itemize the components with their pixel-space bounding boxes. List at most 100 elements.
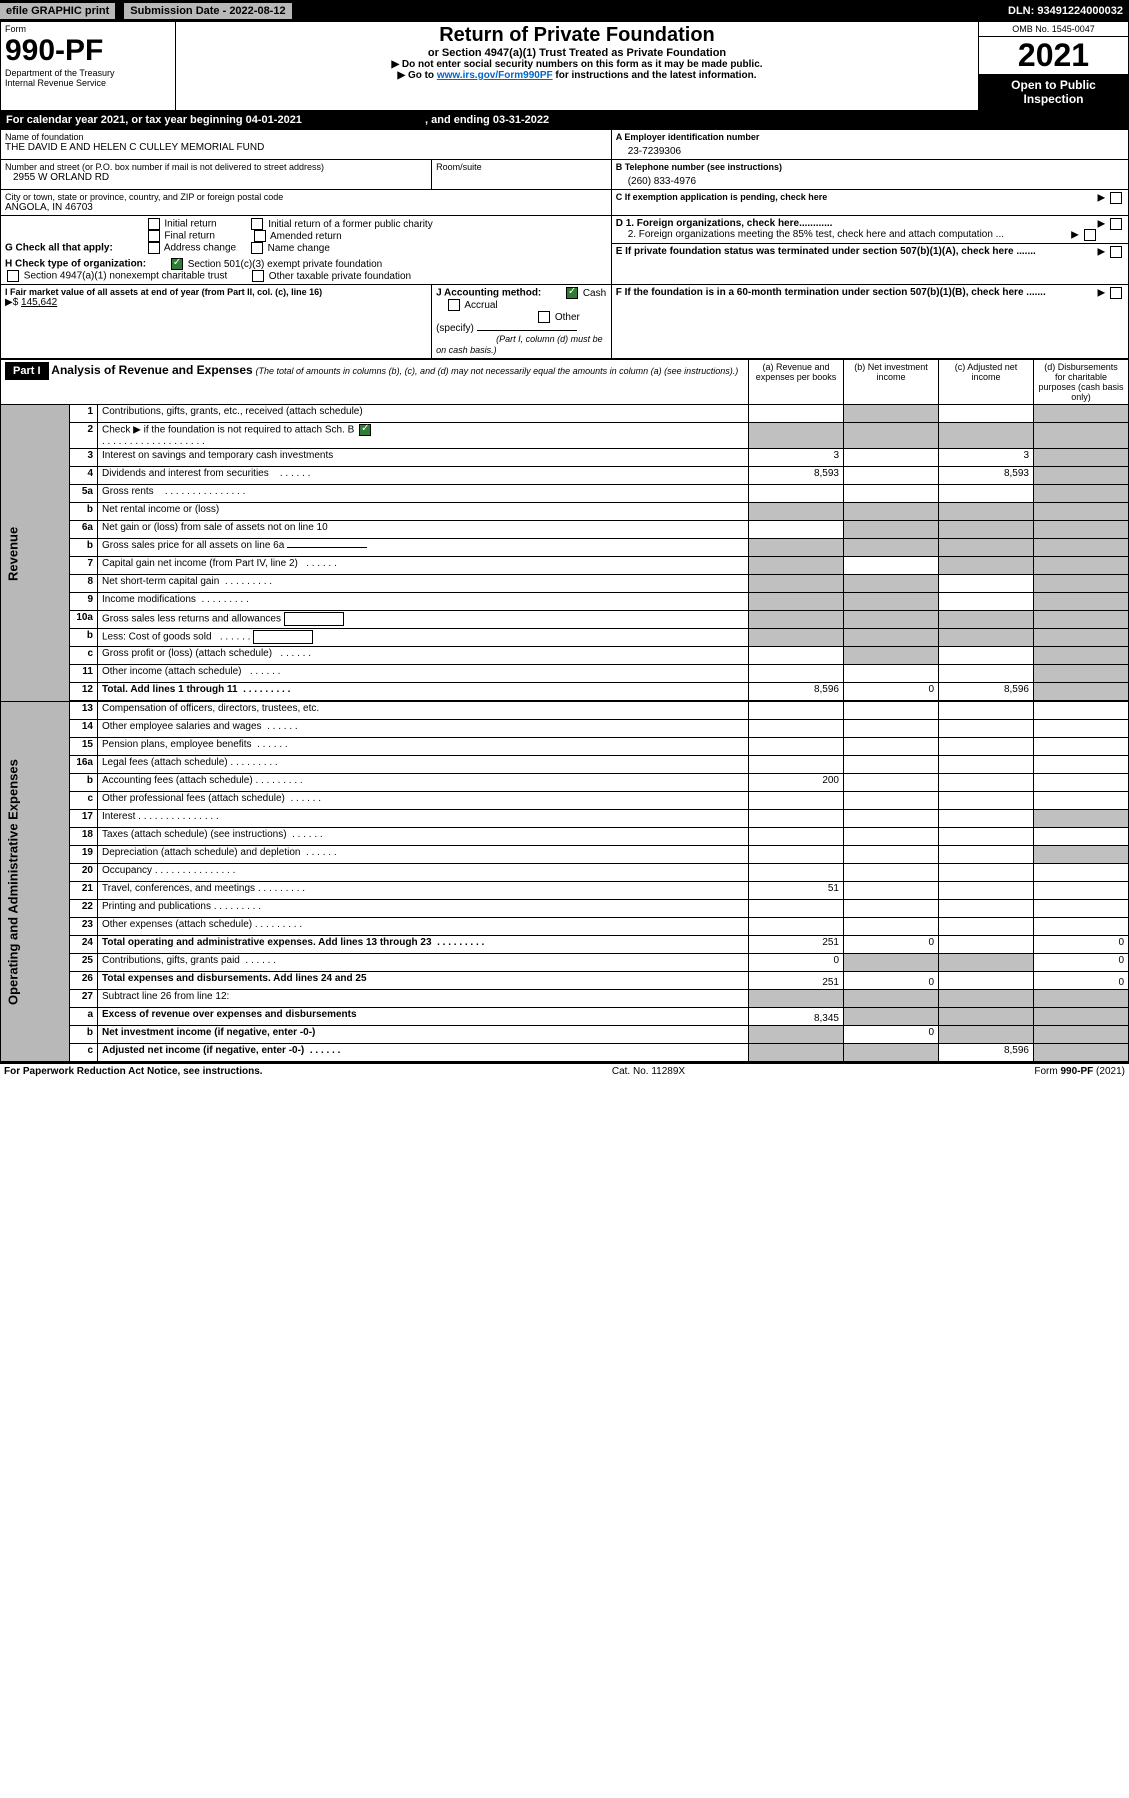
subtitle: or Section 4947(a)(1) Trust Treated as P…: [180, 47, 974, 59]
i-label: I Fair market value of all assets at end…: [5, 287, 427, 297]
d1-checkbox[interactable]: [1110, 218, 1122, 230]
line-6a: Net gain or (loss) from sale of assets n…: [98, 521, 749, 539]
efile-badge[interactable]: efile GRAPHIC print: [0, 3, 115, 19]
line-10c: Gross profit or (loss) (attach schedule)…: [98, 647, 749, 665]
col-c-hdr: (c) Adjusted net income: [939, 360, 1034, 405]
g-former-checkbox[interactable]: [251, 218, 263, 230]
line-3: Interest on savings and temporary cash i…: [98, 449, 749, 467]
calendar-year-row: For calendar year 2021, or tax year begi…: [0, 111, 1129, 129]
g-final-checkbox[interactable]: [148, 230, 160, 242]
line-27b: Net investment income (if negative, ente…: [98, 1026, 749, 1044]
l3-a: 3: [749, 449, 844, 467]
g-amended-checkbox[interactable]: [254, 230, 266, 242]
line-23: Other expenses (attach schedule) . . . .…: [98, 918, 749, 936]
l26-d: 0: [1034, 972, 1129, 990]
line-12: Total. Add lines 1 through 11 . . . . . …: [98, 683, 749, 701]
line-27c: Adjusted net income (if negative, enter …: [98, 1044, 749, 1062]
line-22: Printing and publications . . . . . . . …: [98, 900, 749, 918]
j-cash-checkbox[interactable]: [566, 287, 578, 299]
l4-a: 8,593: [749, 467, 844, 485]
instructions-link[interactable]: www.irs.gov/Form990PF: [437, 70, 553, 81]
form-word: Form: [5, 24, 171, 34]
line-16b: Accounting fees (attach schedule) . . . …: [98, 774, 749, 792]
line-13: Compensation of officers, directors, tru…: [98, 702, 749, 720]
l27b-b: 0: [844, 1026, 939, 1044]
j-note: (Part I, column (d) must be on cash basi…: [436, 334, 603, 355]
phone-label: B Telephone number (see instructions): [616, 162, 1124, 172]
part1-label: Part I: [5, 362, 49, 380]
line-5a: Gross rents . . . . . . . . . . . . . . …: [98, 485, 749, 503]
e-checkbox[interactable]: [1110, 246, 1122, 258]
name-label: Name of foundation: [5, 132, 607, 142]
dept-label: Department of the Treasury: [5, 68, 171, 78]
l12-b: 0: [844, 683, 939, 701]
part1-title: Analysis of Revenue and Expenses: [51, 363, 252, 377]
line-4: Dividends and interest from securities .…: [98, 467, 749, 485]
line-9: Income modifications . . . . . . . . .: [98, 593, 749, 611]
line-19: Depreciation (attach schedule) and deple…: [98, 846, 749, 864]
entity-table: Name of foundation THE DAVID E AND HELEN…: [0, 129, 1129, 359]
h-label: H Check type of organization:: [5, 259, 146, 270]
form-ref: Form 990-PF (2021): [1034, 1066, 1125, 1077]
line-10a: Gross sales less returns and allowances: [98, 611, 749, 629]
l24-b: 0: [844, 936, 939, 954]
room-label: Room/suite: [436, 162, 607, 172]
c-checkbox[interactable]: [1110, 192, 1122, 204]
l24-d: 0: [1034, 936, 1129, 954]
instr-1: ▶ Do not enter social security numbers o…: [180, 59, 974, 70]
line-5b: Net rental income or (loss): [98, 503, 749, 521]
l21-a: 51: [749, 882, 844, 900]
l24-a: 251: [749, 936, 844, 954]
l27a-a: 8,345: [749, 1008, 844, 1026]
line-27a: Excess of revenue over expenses and disb…: [98, 1008, 749, 1026]
tax-year: 2021: [979, 37, 1128, 74]
city-label: City or town, state or province, country…: [5, 192, 607, 202]
line-10b: Less: Cost of goods sold . . . . . .: [98, 629, 749, 647]
line-16c: Other professional fees (attach schedule…: [98, 792, 749, 810]
h-other-checkbox[interactable]: [252, 270, 264, 282]
line-1: Contributions, gifts, grants, etc., rece…: [98, 405, 749, 423]
line-8: Net short-term capital gain . . . . . . …: [98, 575, 749, 593]
revenue-vert-label: Revenue: [1, 405, 70, 702]
g-name-checkbox[interactable]: [251, 242, 263, 254]
j-other-checkbox[interactable]: [538, 311, 550, 323]
l26-b: 0: [844, 972, 939, 990]
col-a-hdr: (a) Revenue and expenses per books: [749, 360, 844, 405]
f-checkbox[interactable]: [1110, 287, 1122, 299]
l27c-c: 8,596: [939, 1044, 1034, 1062]
street-address: 2955 W ORLAND RD: [5, 172, 427, 183]
instr-2: ▶ Go to www.irs.gov/Form990PF for instru…: [180, 70, 974, 81]
l25-d: 0: [1034, 954, 1129, 972]
cat-no: Cat. No. 11289X: [612, 1066, 685, 1077]
phone-value: (260) 833-4976: [616, 172, 1124, 187]
omb-number: OMB No. 1545-0047: [979, 22, 1128, 37]
top-bar: efile GRAPHIC print Submission Date - 20…: [0, 0, 1129, 22]
addr-label: Number and street (or P.O. box number if…: [5, 162, 427, 172]
g-initial-checkbox[interactable]: [148, 218, 160, 230]
l4-c: 8,593: [939, 467, 1034, 485]
open-public-badge: Open to Public Inspection: [979, 74, 1128, 110]
form-number: 990-PF: [5, 34, 171, 68]
fmv-value: 145,642: [21, 297, 57, 308]
d2-checkbox[interactable]: [1084, 229, 1096, 241]
submission-date: Submission Date - 2022-08-12: [123, 2, 292, 20]
h-4947-checkbox[interactable]: [7, 270, 19, 282]
line-6b: Gross sales price for all assets on line…: [98, 539, 749, 557]
g-address-checkbox[interactable]: [148, 242, 160, 254]
part1-note: (The total of amounts in columns (b), (c…: [256, 366, 739, 376]
expenses-vert-label: Operating and Administrative Expenses: [1, 702, 70, 1062]
ein-label: A Employer identification number: [616, 132, 1124, 142]
line-16a: Legal fees (attach schedule) . . . . . .…: [98, 756, 749, 774]
city-value: ANGOLA, IN 46703: [5, 202, 607, 213]
paperwork-notice: For Paperwork Reduction Act Notice, see …: [4, 1066, 263, 1077]
dln-label: DLN: 93491224000032: [1008, 5, 1129, 17]
l25-a: 0: [749, 954, 844, 972]
line-24: Total operating and administrative expen…: [98, 936, 749, 954]
line-18: Taxes (attach schedule) (see instruction…: [98, 828, 749, 846]
schb-checkbox[interactable]: [359, 424, 371, 436]
footer: For Paperwork Reduction Act Notice, see …: [0, 1062, 1129, 1079]
line-2: Check ▶ if the foundation is not require…: [98, 423, 749, 449]
line-17: Interest . . . . . . . . . . . . . . .: [98, 810, 749, 828]
h-501c3-checkbox[interactable]: [171, 258, 183, 270]
j-accrual-checkbox[interactable]: [448, 299, 460, 311]
